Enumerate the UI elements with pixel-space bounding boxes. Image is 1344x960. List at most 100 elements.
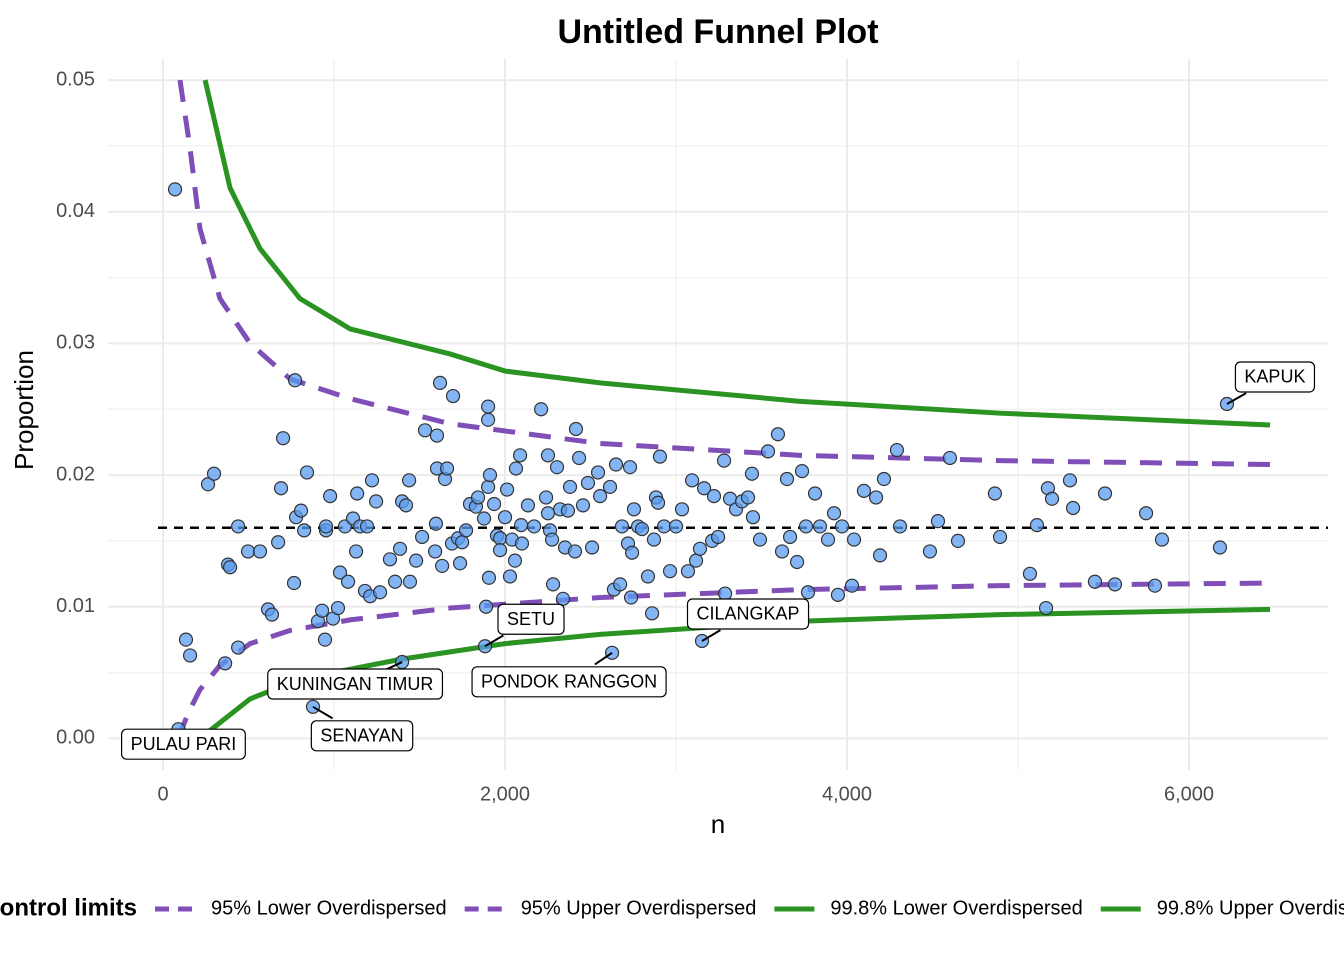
point	[293, 503, 309, 518]
point	[512, 448, 528, 463]
point	[402, 574, 418, 589]
point	[717, 586, 733, 601]
point	[481, 479, 496, 495]
annotation-connector	[594, 651, 613, 666]
point	[470, 490, 486, 505]
point	[942, 450, 958, 466]
y-tick-label: 0.04	[56, 200, 95, 222]
annotation-label: CILANGKAP	[696, 604, 799, 624]
point	[876, 471, 892, 487]
point	[1029, 517, 1045, 533]
point	[549, 460, 565, 475]
point	[445, 388, 461, 404]
point	[834, 519, 850, 534]
annotation-box	[686, 598, 810, 630]
point	[696, 481, 712, 496]
point	[415, 529, 430, 545]
y-tick-label: 0.03	[56, 332, 95, 354]
point	[540, 448, 556, 463]
point	[492, 543, 508, 558]
annotation-label: KAPUK	[1244, 367, 1305, 387]
point	[560, 503, 576, 518]
annotation-connector	[312, 705, 334, 720]
point	[287, 373, 303, 388]
point	[745, 510, 761, 525]
point	[275, 431, 291, 446]
point	[481, 570, 497, 585]
point	[435, 558, 450, 574]
point	[752, 532, 768, 547]
point	[508, 461, 524, 476]
point	[760, 444, 776, 459]
annotation-box	[120, 728, 246, 760]
point	[538, 490, 554, 505]
point	[297, 523, 312, 538]
point	[299, 465, 315, 480]
point	[1138, 506, 1154, 521]
x-tick-label: 0	[157, 783, 168, 805]
control-limit-line	[177, 79, 1271, 468]
point	[812, 519, 828, 534]
point	[614, 519, 630, 534]
point	[652, 449, 668, 464]
point	[455, 535, 470, 550]
point	[622, 460, 638, 475]
point	[1097, 486, 1113, 501]
legend-title: Control limits	[0, 894, 137, 921]
point	[892, 519, 908, 534]
point	[668, 519, 684, 534]
point	[1065, 500, 1081, 516]
control-limit-line	[198, 606, 1271, 741]
point	[476, 511, 492, 526]
annotation-label: PULAU PARI	[131, 734, 237, 754]
point	[770, 427, 786, 442]
point	[656, 519, 672, 534]
point	[674, 502, 690, 517]
point	[481, 399, 496, 414]
point	[1212, 540, 1228, 555]
point	[317, 632, 333, 647]
x-tick-label: 6,000	[1164, 783, 1214, 805]
point	[409, 553, 424, 568]
point	[439, 461, 455, 476]
point	[872, 548, 888, 563]
point	[520, 498, 536, 513]
point	[369, 494, 384, 509]
point	[650, 495, 666, 510]
point	[950, 533, 966, 549]
point	[218, 656, 233, 671]
point	[662, 564, 678, 579]
point	[593, 489, 608, 504]
grid: 0.00 0.01 0.02 0.03 0.04 0.05 0 2,000 4,000 6,000	[56, 59, 1328, 805]
point	[349, 544, 364, 559]
point	[314, 603, 330, 618]
annotations: KAPUK PULAU PARI SENAYAN KUNINGAN TIMUR SETU…	[120, 361, 1316, 760]
point	[364, 473, 380, 488]
point	[340, 574, 356, 589]
point	[350, 486, 365, 501]
point	[608, 457, 624, 472]
point	[1062, 473, 1078, 488]
y-tick-label: 0.00	[56, 727, 95, 749]
point	[264, 607, 280, 622]
point	[590, 465, 606, 480]
point	[452, 556, 468, 571]
point	[482, 467, 498, 483]
point	[402, 473, 417, 488]
point	[492, 531, 508, 546]
point	[634, 521, 650, 537]
legend: Control limits 95% Lower Overdispersed 95%…	[0, 894, 1344, 921]
point	[182, 648, 198, 663]
chart-title: Untitled Funnel Plot	[557, 13, 878, 51]
point	[359, 519, 375, 534]
point	[826, 506, 842, 521]
point	[613, 577, 628, 592]
point	[830, 587, 846, 602]
point	[798, 519, 814, 534]
point	[534, 402, 549, 417]
point	[794, 464, 810, 479]
annotation-label: SENAYAN	[320, 726, 403, 746]
point	[200, 477, 216, 492]
annotation-connector	[1226, 392, 1247, 405]
